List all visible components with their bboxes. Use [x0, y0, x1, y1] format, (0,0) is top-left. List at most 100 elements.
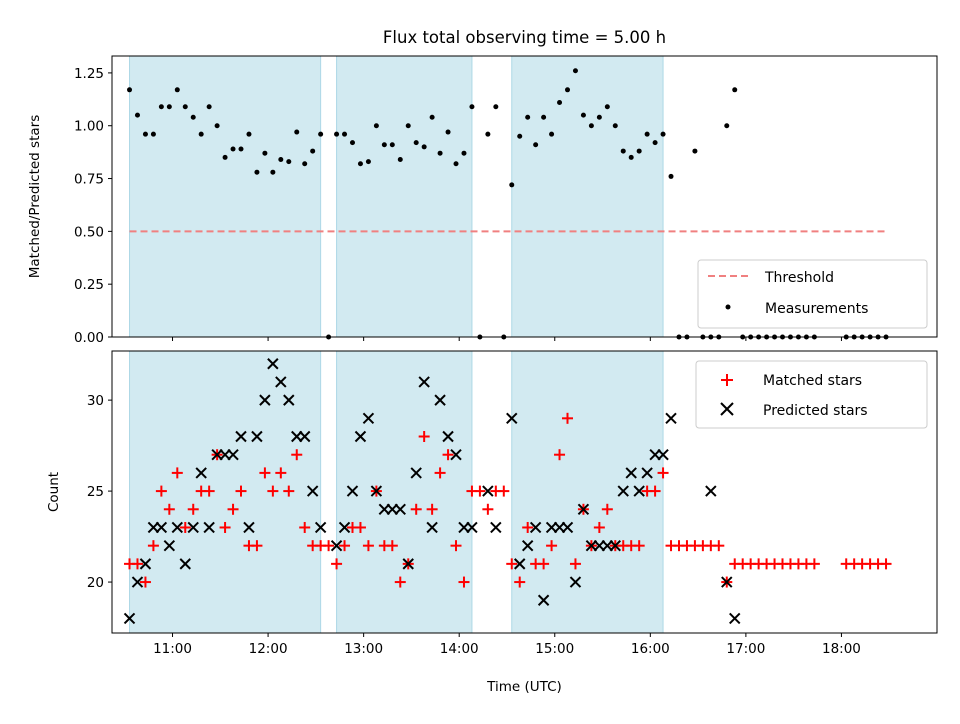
matched-point: [522, 521, 534, 533]
bottom-legend-box: [695, 360, 928, 429]
observing-window-1: [129, 55, 322, 338]
measurement-point: [604, 104, 610, 110]
measurement-point: [365, 159, 371, 165]
measurement-point: [724, 123, 730, 129]
matched-point: [434, 467, 446, 479]
measurement-point: [628, 154, 634, 160]
measurement-point: [469, 104, 475, 110]
measurement-point: [660, 131, 666, 137]
predicted-point: [299, 430, 311, 443]
predicted-point: [354, 430, 367, 443]
predicted-point: [203, 521, 215, 534]
matched-point: [179, 521, 191, 533]
matched-point: [283, 485, 295, 497]
matched-point: [450, 540, 462, 552]
matched-point: [538, 558, 550, 570]
x-tick-label: 12:00: [249, 641, 288, 657]
matched-point: [554, 449, 566, 461]
predicted-point: [267, 358, 279, 370]
bottom-y-ticks: 20 25 30: [87, 393, 112, 591]
measurement-point: [270, 169, 276, 175]
matched-point: [713, 540, 725, 552]
x-tick-label: 18:00: [822, 641, 861, 657]
measurement-point: [286, 159, 292, 165]
predicted-point: [641, 467, 653, 479]
measurement-point: [668, 173, 674, 179]
matched-point: [171, 467, 183, 479]
predicted-point: [259, 394, 271, 406]
predicted-point: [187, 521, 199, 534]
measurement-point: [644, 131, 650, 137]
matched-point: [474, 485, 486, 497]
observing-window-3: [511, 55, 664, 338]
x-tick-label: 15:00: [535, 641, 574, 657]
measurement-point: [580, 112, 586, 118]
matched-point: [482, 503, 494, 515]
matched-point: [251, 540, 263, 552]
predicted-point: [617, 485, 629, 497]
matched-point: [139, 576, 151, 588]
measurement-point: [429, 114, 435, 120]
matched-point: [155, 485, 167, 497]
predicted-point: [195, 467, 207, 479]
predicted-point: [466, 521, 478, 534]
predicted-point: [227, 448, 239, 461]
predicted-point: [394, 503, 406, 515]
matched-point: [506, 558, 518, 570]
predicted-point: [561, 521, 574, 534]
measurement-point: [230, 146, 236, 152]
matched-point: [259, 467, 271, 479]
matched-point: [442, 449, 454, 461]
predicted-legend-label: Predicted stars: [763, 403, 868, 419]
matched-point: [546, 540, 558, 552]
measurement-point: [692, 148, 698, 154]
measurement-point: [453, 161, 459, 167]
measurement-point: [572, 68, 578, 74]
matched-point: [426, 503, 438, 515]
bottom-x-axis-label: Time (UTC): [486, 679, 562, 695]
matched-point: [562, 412, 574, 424]
top-y-axis-label: Matched/Predicted stars: [27, 115, 43, 278]
predicted-point: [721, 576, 733, 588]
predicted-point: [657, 448, 669, 461]
predicted-point: [338, 521, 351, 534]
top-chart-title: Flux total observing time = 5.00 h: [383, 28, 666, 47]
matched-point: [569, 558, 581, 570]
measurement-point: [373, 123, 379, 129]
predicted-point: [482, 485, 494, 497]
measurement-point: [525, 114, 531, 120]
measurement-point: [413, 140, 419, 146]
measurement-point: [461, 150, 467, 156]
predicted-point: [529, 521, 542, 534]
measurement-point: [596, 114, 602, 120]
measurements-legend-swatch: [725, 304, 731, 310]
measurement-point: [182, 104, 188, 110]
predicted-point: [705, 485, 717, 497]
matched-point: [458, 576, 470, 588]
bottom-x-ticks: 11:00 12:00 13:00 14:00 15:00 16:00 17:00 18:00: [153, 633, 861, 657]
measurement-point: [302, 161, 308, 167]
predicted-point: [346, 485, 359, 497]
matched-point: [880, 558, 892, 570]
measurement-point: [533, 142, 539, 148]
predicted-point: [123, 612, 136, 625]
measurement-point: [310, 148, 316, 154]
measurement-point: [134, 112, 140, 118]
predicted-point: [314, 521, 327, 534]
y-tick-label: 30: [87, 393, 104, 409]
x-tick-label: 11:00: [153, 641, 192, 657]
predicted-point: [506, 412, 518, 425]
count-panel: 20 25 30 11:00 12:00 13:00 14:00 15:00 16:00 17:…: [46, 350, 938, 695]
predicted-point: [235, 430, 247, 443]
predicted-point: [171, 521, 184, 534]
measurement-point: [541, 114, 547, 120]
matched-point: [386, 540, 398, 552]
measurement-point: [652, 140, 658, 146]
measurement-point: [588, 123, 594, 129]
measurement-point: [445, 129, 451, 135]
measurement-point: [127, 87, 133, 93]
measurement-point: [198, 131, 204, 137]
measurement-point: [381, 142, 387, 148]
measurement-point: [612, 123, 618, 129]
top-observing-windows: [129, 55, 664, 338]
